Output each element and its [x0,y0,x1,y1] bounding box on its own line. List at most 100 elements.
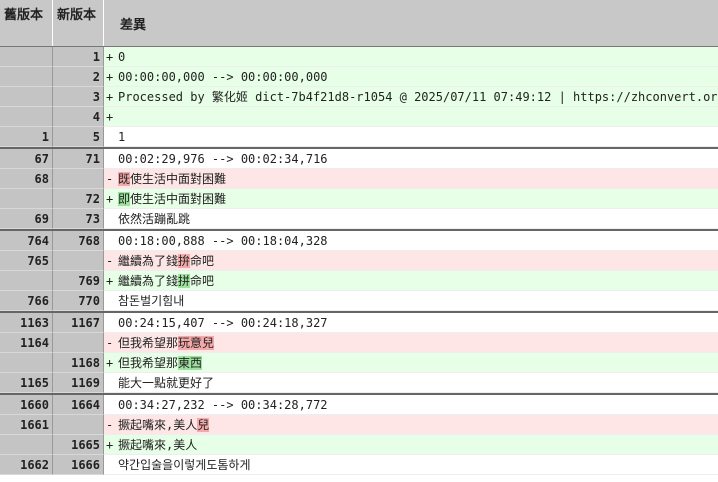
line-text: 00:18:00,888 --> 00:18:04,328 [104,231,718,251]
old-line-number: 68 [0,169,53,189]
text: 撅起嘴來,美人 [118,418,198,432]
diff-header: 差異 [120,17,147,33]
line-text: + 即使生活中面對困難 [104,189,718,209]
diff-row: 764 768 00:18:00,888 --> 00:18:04,328 [0,231,718,251]
diff-row: 4 + [0,107,718,127]
diff-row: 69 73 依然活蹦亂跳 [0,209,718,229]
hunk: 1163 1167 00:24:15,407 --> 00:24:18,327 116… [0,311,718,393]
line-text: + 撅起嘴來,美人 [104,435,718,455]
changed-text: 東西 [178,356,203,370]
new-line-number: 1665 [53,435,104,455]
changed-text: 拚 [178,254,191,268]
diff-row: 72 + 即使生活中面對困難 [0,189,718,209]
hunk: 67 71 00:02:29,976 --> 00:02:34,716 68 - 既使生活… [0,147,718,229]
new-line-number: 1664 [53,395,104,415]
text: 00:00:00,000 --> 00:00:00,000 [118,70,328,84]
text: 依然活蹦亂跳 [118,212,191,226]
text: 00:24:15,407 --> 00:24:18,327 [118,316,328,330]
new-line-number: 5 [53,127,104,147]
text: 繼續為了錢 [118,274,179,288]
old-line-number: 69 [0,209,53,229]
new-line-number [53,333,104,353]
old-line-number: 765 [0,251,53,271]
line-text: + Processed by 繁化姬 dict-7b4f21d8-r1054 @ … [104,87,718,107]
new-line-number: 1168 [53,353,104,373]
new-line-number: 2 [53,67,104,87]
text: Processed by 繁化姬 dict-7b4f21d8-r1054 @ 2… [118,90,718,104]
hunk: 1 +0 2 +00:00:00,000 --> 00:00:00,000 3 + Proc… [0,47,718,147]
new-line-number: 1167 [53,313,104,333]
diff-row: 766 770 참돈벌기힘내 [0,291,718,311]
diff-sign: + [106,438,114,452]
diff-sign: + [106,110,114,124]
changed-text: 即 [118,192,131,206]
line-text: 00:34:27,232 --> 00:34:28,772 [104,395,718,415]
text: 命吧 [190,274,215,288]
old-line-number [0,435,53,455]
new-line-number: 1169 [53,373,104,393]
changed-text: 拼 [178,274,191,288]
old-line-number: 766 [0,291,53,311]
line-text: - 但我希望那玩意兒 [104,333,718,353]
old-line-number [0,271,53,291]
diff-sign: - [106,172,114,186]
new-line-number [53,251,104,271]
text: 繼續為了錢 [118,254,179,268]
text: 能大一點就更好了 [118,376,215,390]
diff-sign: - [106,418,114,432]
text: 但我希望那 [118,336,179,350]
new-line-number: 73 [53,209,104,229]
old-line-number: 1 [0,127,53,147]
line-text: 能大一點就更好了 [104,373,718,393]
new-line-number [53,415,104,435]
diff-sign: + [106,50,114,64]
diff-row: 1660 1664 00:34:27,232 --> 00:34:28,772 [0,395,718,415]
new-line-number: 770 [53,291,104,311]
line-text: +00:00:00,000 --> 00:00:00,000 [104,67,718,87]
old-line-number [0,47,53,67]
changed-text: 既 [118,172,131,186]
line-text: 00:02:29,976 --> 00:02:34,716 [104,149,718,169]
new-line-number: 72 [53,189,104,209]
old-line-number [0,87,53,107]
diff-body: 1 +0 2 +00:00:00,000 --> 00:00:00,000 3 + Proc… [0,47,718,475]
line-text: 00:24:15,407 --> 00:24:18,327 [104,313,718,333]
text: 撅起嘴來,美人 [118,438,198,452]
diff-row: 1168 + 但我希望那東西 [0,353,718,373]
old-line-number [0,67,53,87]
diff-sign: + [106,356,114,370]
old-header: 舊版本 [0,0,53,46]
diff-row: 1 +0 [0,47,718,67]
old-line-number: 1662 [0,455,53,475]
line-text: +0 [104,47,718,67]
diff-sign: - [106,254,114,268]
text: 00:34:27,232 --> 00:34:28,772 [118,398,328,412]
new-line-number: 769 [53,271,104,291]
old-line-number: 764 [0,231,53,251]
line-text: 1 [104,127,718,147]
diff-sign: + [106,192,114,206]
diff-row: 67 71 00:02:29,976 --> 00:02:34,716 [0,149,718,169]
diff-row: 1661 - 撅起嘴來,美人兒 [0,415,718,435]
diff-row: 1665 + 撅起嘴來,美人 [0,435,718,455]
text: 1 [118,130,126,144]
text: 0 [118,50,126,64]
old-line-number [0,353,53,373]
new-line-number: 4 [53,107,104,127]
line-text: + 繼續為了錢拼命吧 [104,271,718,291]
new-line-number [53,169,104,189]
text: 참돈벌기힘내 [118,294,185,308]
line-text: + [104,107,718,127]
new-line-number: 71 [53,149,104,169]
changed-text: 玩意兒 [178,336,215,350]
diff-sign: - [106,336,114,350]
diff-row: 1163 1167 00:24:15,407 --> 00:24:18,327 [0,313,718,333]
diff-row: 3 + Processed by 繁化姬 dict-7b4f21d8-r1054 @… [0,87,718,107]
diff-row: 765 - 繼續為了錢拚命吧 [0,251,718,271]
old-line-number: 1661 [0,415,53,435]
new-header: 新版本 [53,0,104,46]
old-line-number: 1660 [0,395,53,415]
text: 使生活中面對困難 [130,172,227,186]
